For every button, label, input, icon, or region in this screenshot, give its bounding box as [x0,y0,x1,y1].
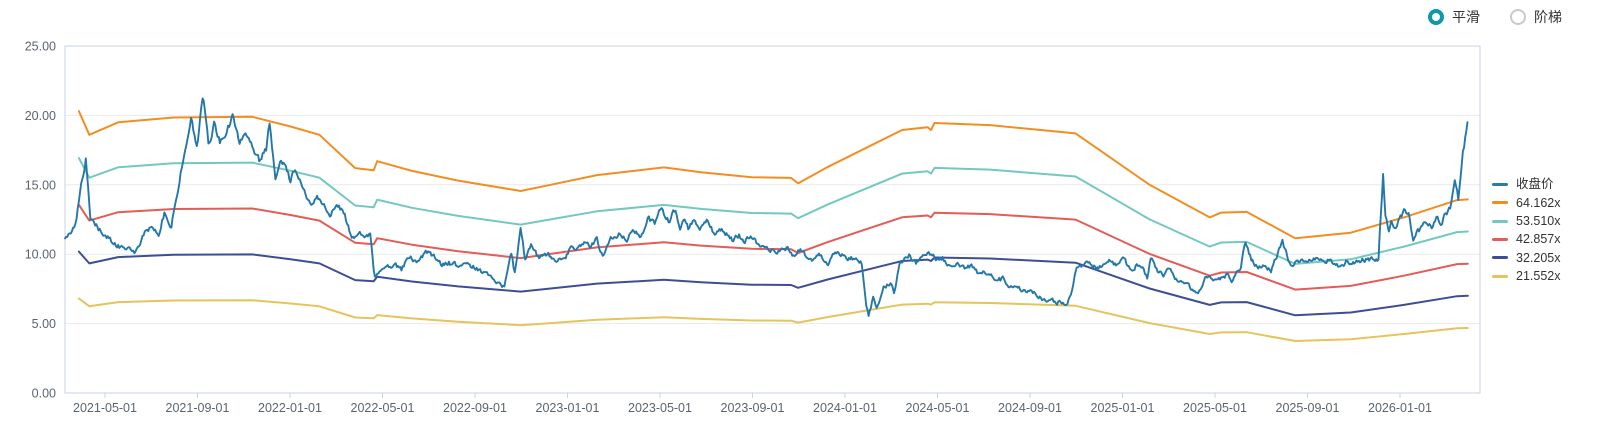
y-axis-label: 5.00 [32,317,56,331]
x-axis-label: 2026-01-01 [1368,401,1432,415]
radio-smooth[interactable]: 平滑 [1428,9,1480,25]
x-axis-label: 2021-05-01 [73,401,137,415]
line-mode-radio-group: 平滑 阶梯 [1428,9,1562,25]
legend-item-band-21: 21.552x [1492,269,1560,282]
radio-smooth-label[interactable]: 平滑 [1452,9,1480,25]
legend-label: 21.552x [1516,268,1561,283]
y-axis-label: 0.00 [32,387,56,401]
band-53-swatch-icon [1492,219,1508,223]
band-line-53.510x [77,157,1469,265]
close-price-swatch-icon [1492,183,1508,187]
band-line-64.162x [77,110,1469,240]
x-axis-label: 2022-01-01 [258,401,322,415]
plot-border [64,45,1481,394]
y-axis-label: 15.00 [25,178,56,192]
radio-step-label[interactable]: 阶梯 [1534,9,1562,25]
legend-item-band-42: 42.857x [1492,233,1560,246]
x-axis-label: 2024-09-01 [998,401,1062,415]
chart-legend: 收盘价 64.162x 53.510x 42.857x 32.205x 21.5… [1492,178,1560,283]
x-axis-label: 2021-09-01 [166,401,230,415]
x-axis-label: 2025-09-01 [1276,401,1340,415]
radio-step[interactable]: 阶梯 [1510,9,1562,25]
x-axis-label: 2023-09-01 [721,401,785,415]
legend-item-band-32: 32.205x [1492,251,1560,264]
x-axis-label: 2025-05-01 [1183,401,1247,415]
y-axis-label: 25.00 [25,40,56,54]
close-price-line [64,97,1469,317]
band-64-swatch-icon [1492,201,1508,205]
x-axis-label: 2023-05-01 [628,401,692,415]
band-line-21.552x [77,297,1469,342]
legend-label: 64.162x [1516,195,1561,210]
y-axis-label: 20.00 [25,109,56,123]
y-axis-label: 10.00 [25,248,56,262]
x-axis-label: 2025-01-01 [1091,401,1155,415]
legend-item-band-53: 53.510x [1492,215,1560,228]
x-axis-label: 2024-01-01 [813,401,877,415]
legend-item-close-price: 收盘价 [1492,178,1560,191]
radio-smooth-icon[interactable] [1428,9,1444,25]
x-axis-label: 2022-09-01 [443,401,507,415]
band-line-32.205x [77,250,1469,317]
band-32-swatch-icon [1492,256,1508,260]
band-21-swatch-icon [1492,274,1508,278]
legend-label: 53.510x [1516,213,1561,228]
x-axis-label: 2022-05-01 [351,401,415,415]
x-axis-label: 2024-05-01 [906,401,970,415]
legend-label: 32.205x [1516,250,1561,265]
band-42-swatch-icon [1492,238,1508,242]
x-axis-label: 2023-01-01 [536,401,600,415]
legend-item-band-64: 64.162x [1492,196,1560,209]
legend-label: 收盘价 [1516,177,1554,192]
legend-label: 42.857x [1516,232,1561,247]
radio-step-icon[interactable] [1510,9,1526,25]
